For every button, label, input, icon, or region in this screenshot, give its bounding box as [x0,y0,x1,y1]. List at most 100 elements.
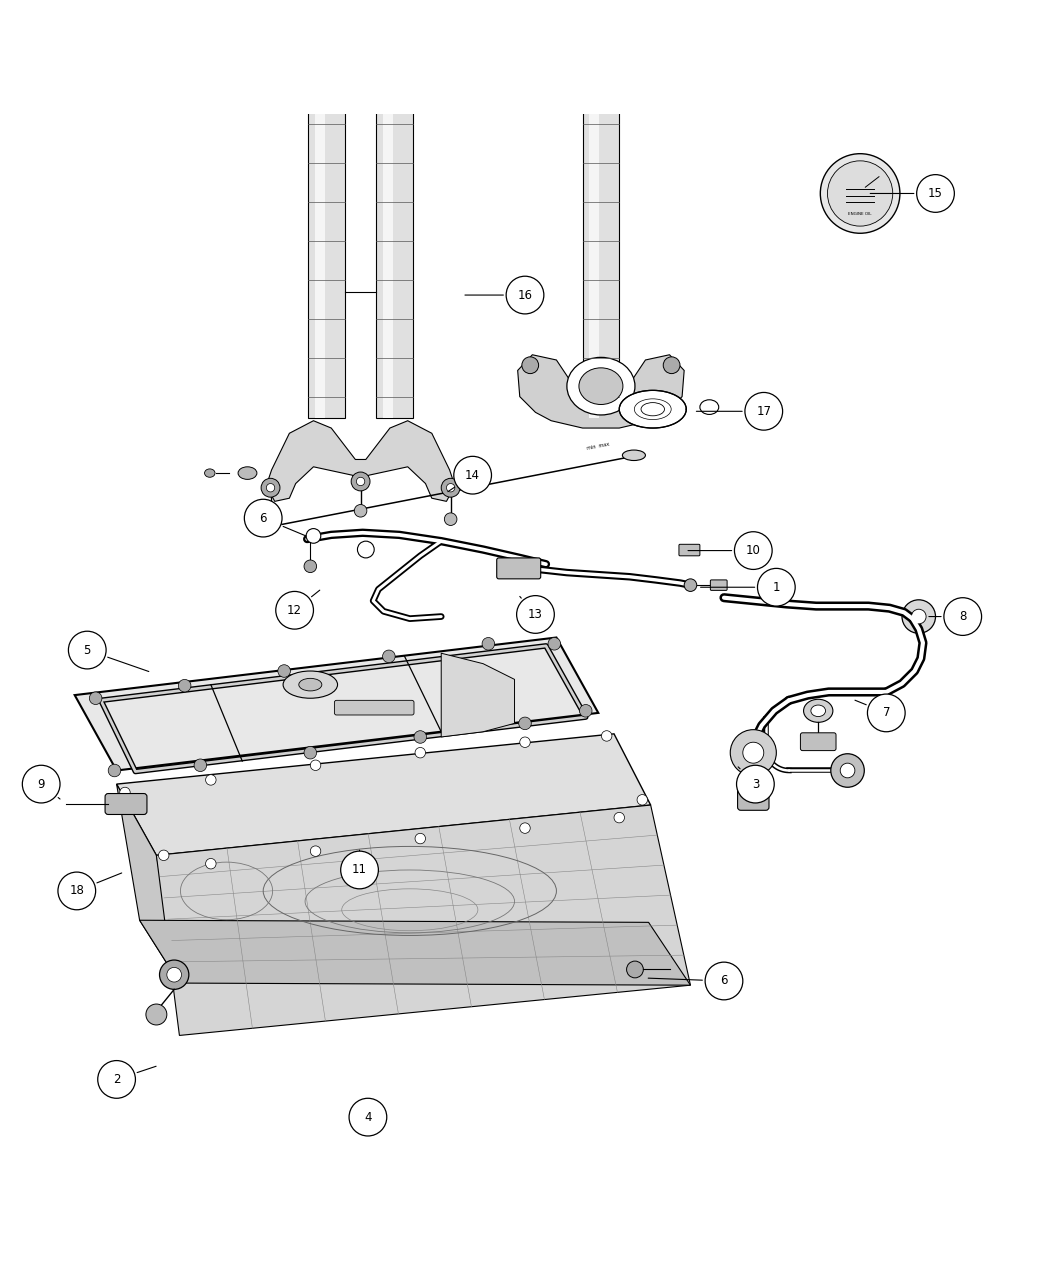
Circle shape [441,478,460,497]
Circle shape [357,541,374,558]
Ellipse shape [299,678,322,691]
Circle shape [517,595,554,634]
Circle shape [522,357,539,374]
Polygon shape [376,108,413,418]
Circle shape [685,579,697,592]
Circle shape [206,775,216,785]
Circle shape [730,729,776,775]
Circle shape [89,692,102,705]
Text: 12: 12 [287,604,302,617]
FancyBboxPatch shape [800,733,836,751]
Circle shape [446,483,455,492]
Circle shape [831,754,864,787]
Circle shape [276,592,314,629]
Circle shape [614,812,625,822]
FancyBboxPatch shape [679,544,700,556]
Circle shape [311,845,321,857]
Ellipse shape [700,400,719,414]
Circle shape [664,357,680,374]
Circle shape [867,694,905,732]
Circle shape [482,638,495,650]
Circle shape [261,478,280,497]
Polygon shape [372,89,417,108]
Circle shape [349,1098,386,1136]
Circle shape [311,760,321,770]
Text: 8: 8 [959,609,966,623]
Circle shape [827,161,892,226]
Text: min  max: min max [586,441,609,451]
Circle shape [706,963,742,1000]
Circle shape [304,746,317,759]
Circle shape [757,569,795,606]
Circle shape [736,765,774,803]
Circle shape [340,852,378,889]
Circle shape [840,764,855,778]
Circle shape [382,650,395,663]
Polygon shape [309,108,344,418]
Polygon shape [589,108,600,418]
Polygon shape [579,89,624,108]
Circle shape [414,731,426,743]
Circle shape [356,477,364,486]
Circle shape [820,154,900,233]
Circle shape [354,505,366,518]
Text: 6: 6 [259,511,267,524]
Circle shape [415,747,425,757]
Circle shape [902,599,936,634]
Text: 1: 1 [773,580,780,594]
Circle shape [580,705,592,717]
Text: 16: 16 [518,288,532,302]
Text: 13: 13 [528,608,543,621]
Polygon shape [267,421,455,501]
Circle shape [917,175,954,213]
Circle shape [178,680,191,692]
Circle shape [108,764,121,776]
Polygon shape [156,805,691,1035]
Circle shape [444,513,457,525]
Ellipse shape [567,357,635,414]
Ellipse shape [803,699,833,723]
Text: 7: 7 [883,706,890,719]
Circle shape [58,872,96,910]
Text: 11: 11 [352,863,367,876]
Circle shape [520,822,530,834]
Polygon shape [140,921,691,986]
Circle shape [519,717,531,729]
Circle shape [160,960,189,989]
Circle shape [307,529,321,543]
Circle shape [245,500,282,537]
Circle shape [637,794,648,805]
Circle shape [627,961,644,978]
Text: 18: 18 [69,885,84,898]
Circle shape [120,787,130,798]
Polygon shape [75,638,598,770]
Text: 4: 4 [364,1111,372,1123]
Circle shape [304,560,317,572]
Circle shape [506,277,544,314]
FancyBboxPatch shape [497,558,541,579]
Polygon shape [382,108,393,418]
Circle shape [206,858,216,870]
Circle shape [742,742,763,764]
Text: 17: 17 [756,404,772,418]
Polygon shape [117,734,651,856]
Polygon shape [441,653,514,737]
Text: 15: 15 [928,187,943,200]
Polygon shape [304,89,349,108]
Circle shape [98,1061,135,1098]
Circle shape [265,513,277,525]
FancyBboxPatch shape [711,580,727,590]
Text: 5: 5 [84,644,91,657]
Text: 3: 3 [752,778,759,790]
FancyBboxPatch shape [334,700,414,715]
Circle shape [22,765,60,803]
Text: ENGINE OIL: ENGINE OIL [848,213,872,217]
FancyBboxPatch shape [737,787,769,811]
Ellipse shape [634,399,671,419]
Circle shape [548,638,561,650]
Circle shape [415,834,425,844]
Circle shape [520,737,530,747]
Circle shape [194,759,207,771]
Ellipse shape [284,671,337,699]
Circle shape [159,850,169,861]
